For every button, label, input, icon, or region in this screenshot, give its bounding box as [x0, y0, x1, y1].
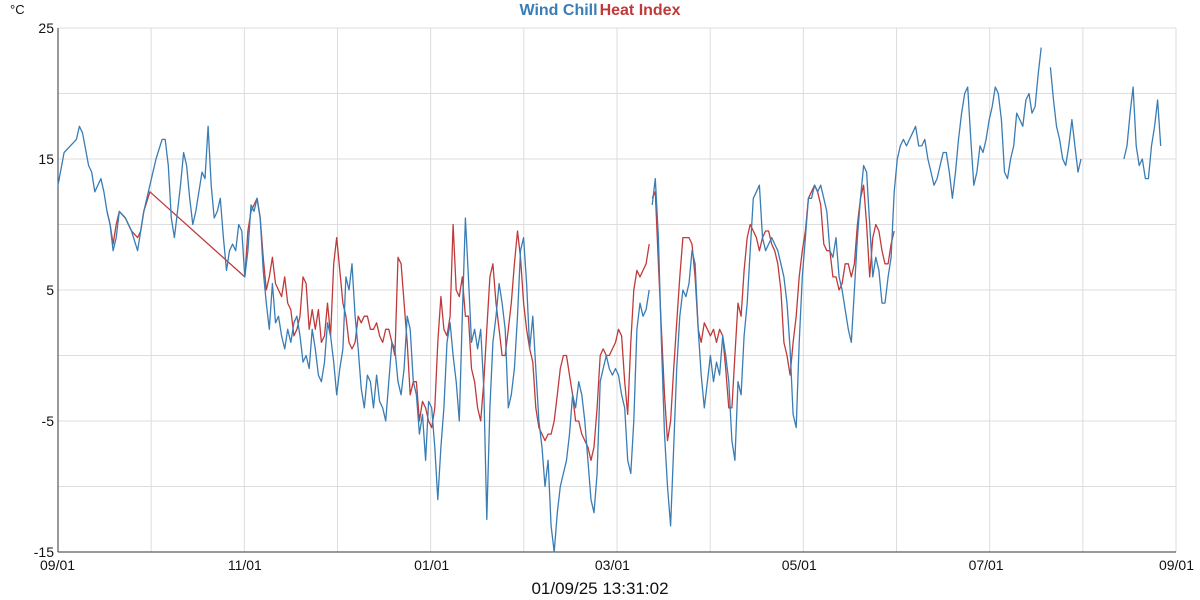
- chart-legend-title: Wind Chill Heat Index: [0, 2, 1200, 20]
- y-axis-unit-label: °C: [10, 2, 25, 17]
- grid-lines: [57, 27, 1177, 553]
- legend-wind-chill[interactable]: Wind Chill: [519, 2, 598, 19]
- x-tick-label: 07/01: [969, 557, 1004, 573]
- x-tick-label: 09/01: [1159, 557, 1194, 573]
- x-tick-label: 11/01: [228, 557, 262, 573]
- legend-heat-index[interactable]: Heat Index: [599, 2, 681, 19]
- y-tick-label: 25: [38, 20, 54, 36]
- x-tick-label: 09/01: [40, 557, 75, 573]
- y-tick-label: 5: [46, 282, 54, 298]
- y-tick-label: -5: [42, 413, 55, 429]
- y-tick-label: 15: [38, 151, 54, 167]
- y-tick-label: -15: [34, 544, 54, 560]
- y-axis-tick-labels: 25 15 5 -5 -15: [34, 20, 54, 560]
- timestamp-label: 01/09/25 13:31:02: [531, 579, 669, 598]
- series-line-wind-chill: [57, 47, 1162, 553]
- series-line-heat-index: [106, 184, 895, 461]
- x-axis-tick-labels: 09/01 11/01 01/01 03/01 05/01 07/01 09/01: [40, 557, 1194, 573]
- x-tick-label: 05/01: [782, 557, 817, 573]
- axes: [57, 28, 1176, 553]
- x-tick-label: 01/01: [414, 557, 449, 573]
- x-tick-label: 03/01: [595, 557, 630, 573]
- series-lines: [57, 47, 1162, 553]
